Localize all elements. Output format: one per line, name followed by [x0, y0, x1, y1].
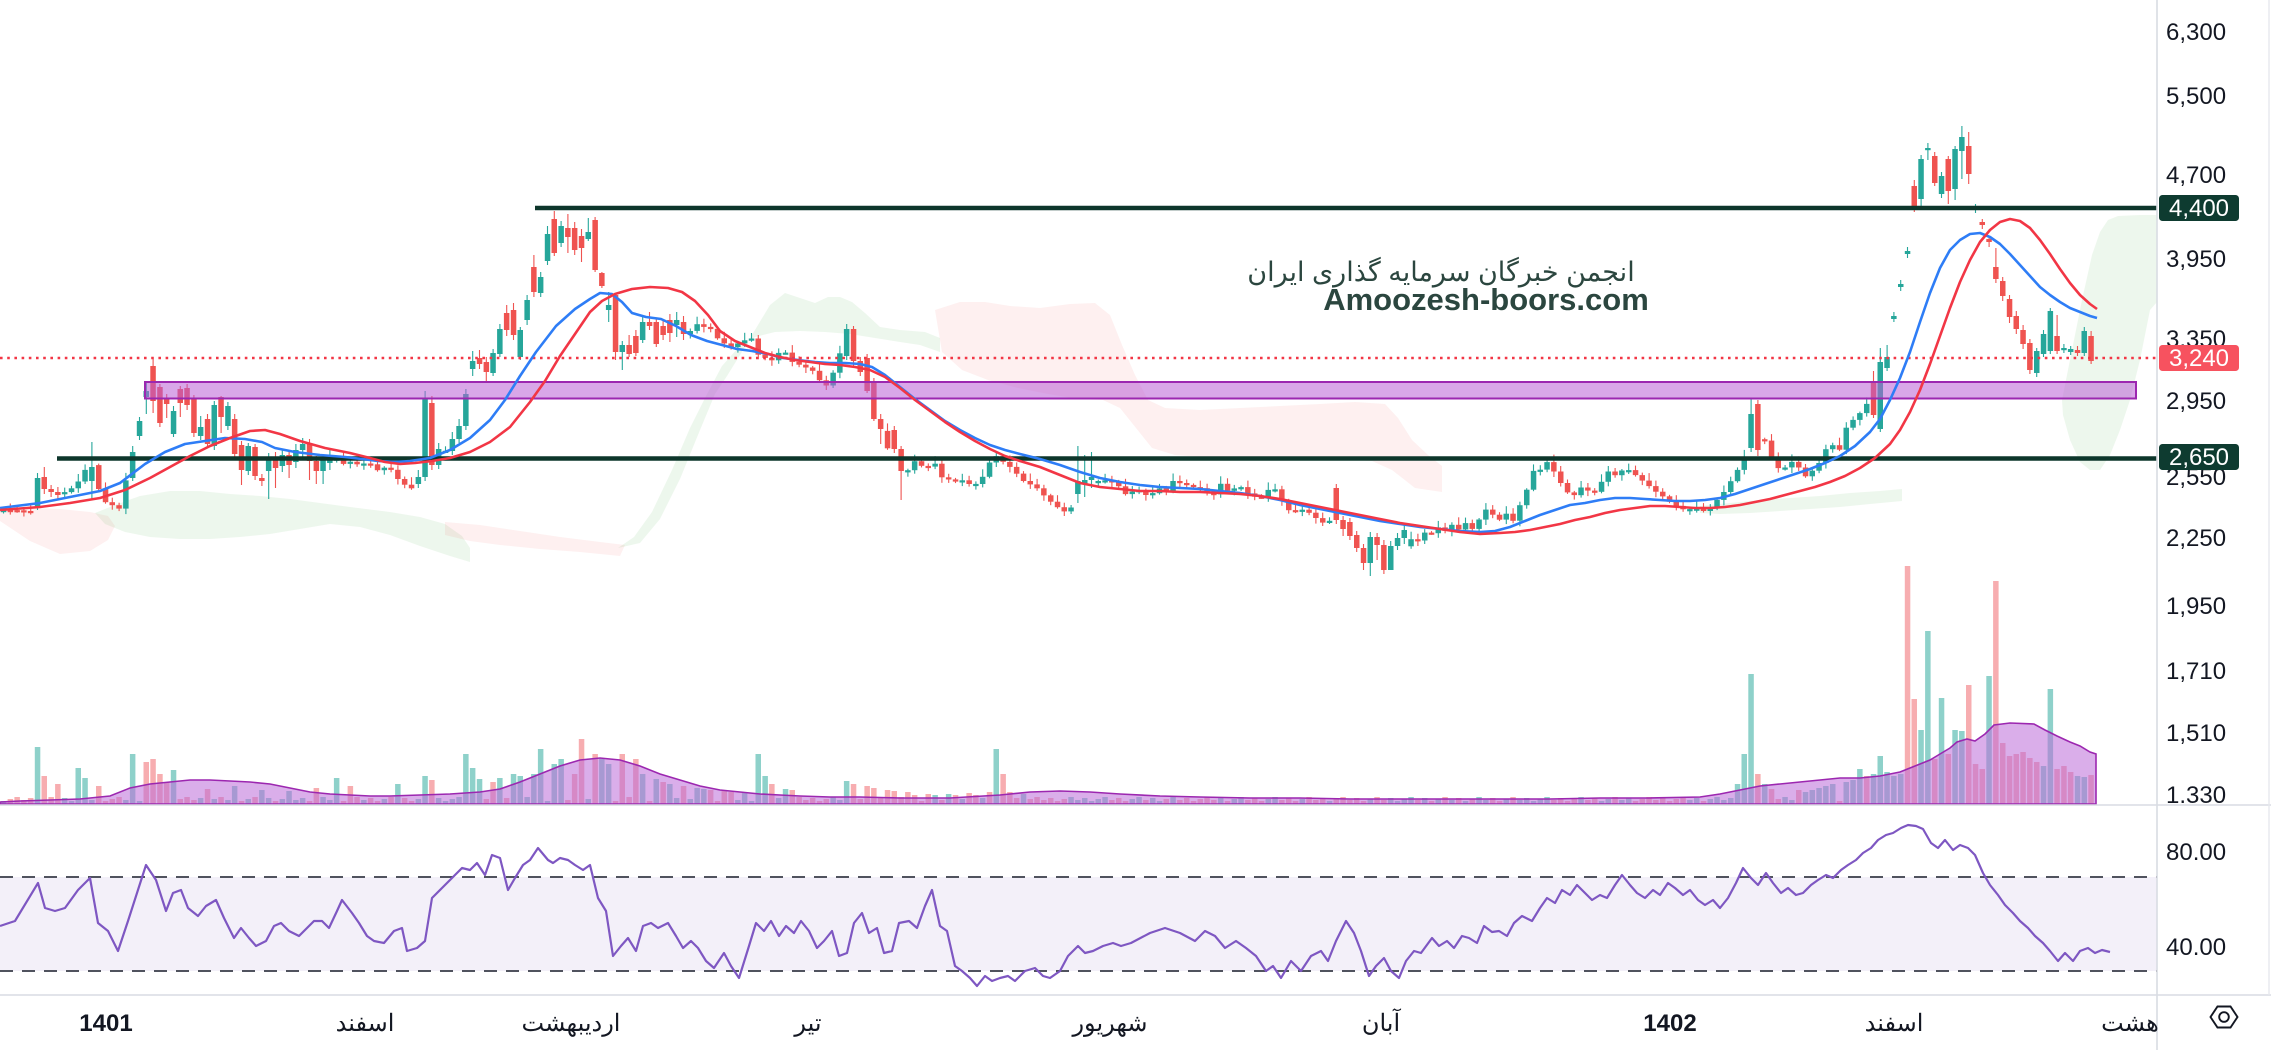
svg-text:1.330: 1.330	[2166, 782, 2226, 809]
svg-text:اسفند: اسفند	[1865, 1010, 1924, 1037]
svg-text:2,650: 2,650	[2169, 444, 2229, 471]
svg-text:شهریور: شهریور	[1071, 1010, 1147, 1037]
svg-text:Amoozesh-boors.com: Amoozesh-boors.com	[1323, 282, 1649, 317]
svg-text:6,300: 6,300	[2166, 19, 2226, 46]
svg-text:هشت: هشت	[2101, 1010, 2159, 1037]
svg-text:1,710: 1,710	[2166, 658, 2226, 685]
svg-text:80.00: 80.00	[2166, 839, 2226, 866]
svg-text:4,400: 4,400	[2169, 195, 2229, 222]
svg-text:4,700: 4,700	[2166, 162, 2226, 189]
svg-text:1,510: 1,510	[2166, 720, 2226, 747]
svg-text:1402: 1402	[1643, 1010, 1696, 1037]
svg-text:اسفند: اسفند	[336, 1010, 395, 1037]
svg-text:اردیبهشت: اردیبهشت	[522, 1010, 621, 1037]
svg-text:1401: 1401	[79, 1010, 132, 1037]
svg-text:تیر: تیر	[793, 1010, 821, 1037]
svg-text:2,250: 2,250	[2166, 525, 2226, 552]
svg-text:40.00: 40.00	[2166, 934, 2226, 961]
svg-text:1,950: 1,950	[2166, 593, 2226, 620]
svg-text:2,950: 2,950	[2166, 388, 2226, 415]
svg-text:5,500: 5,500	[2166, 83, 2226, 110]
svg-text:آبان: آبان	[1362, 1008, 1402, 1037]
svg-text:انجمن خبرگان سرمایه گذاری ایرا: انجمن خبرگان سرمایه گذاری ایران	[1247, 256, 1634, 288]
svg-text:3,950: 3,950	[2166, 246, 2226, 273]
svg-text:3,240: 3,240	[2169, 345, 2229, 372]
